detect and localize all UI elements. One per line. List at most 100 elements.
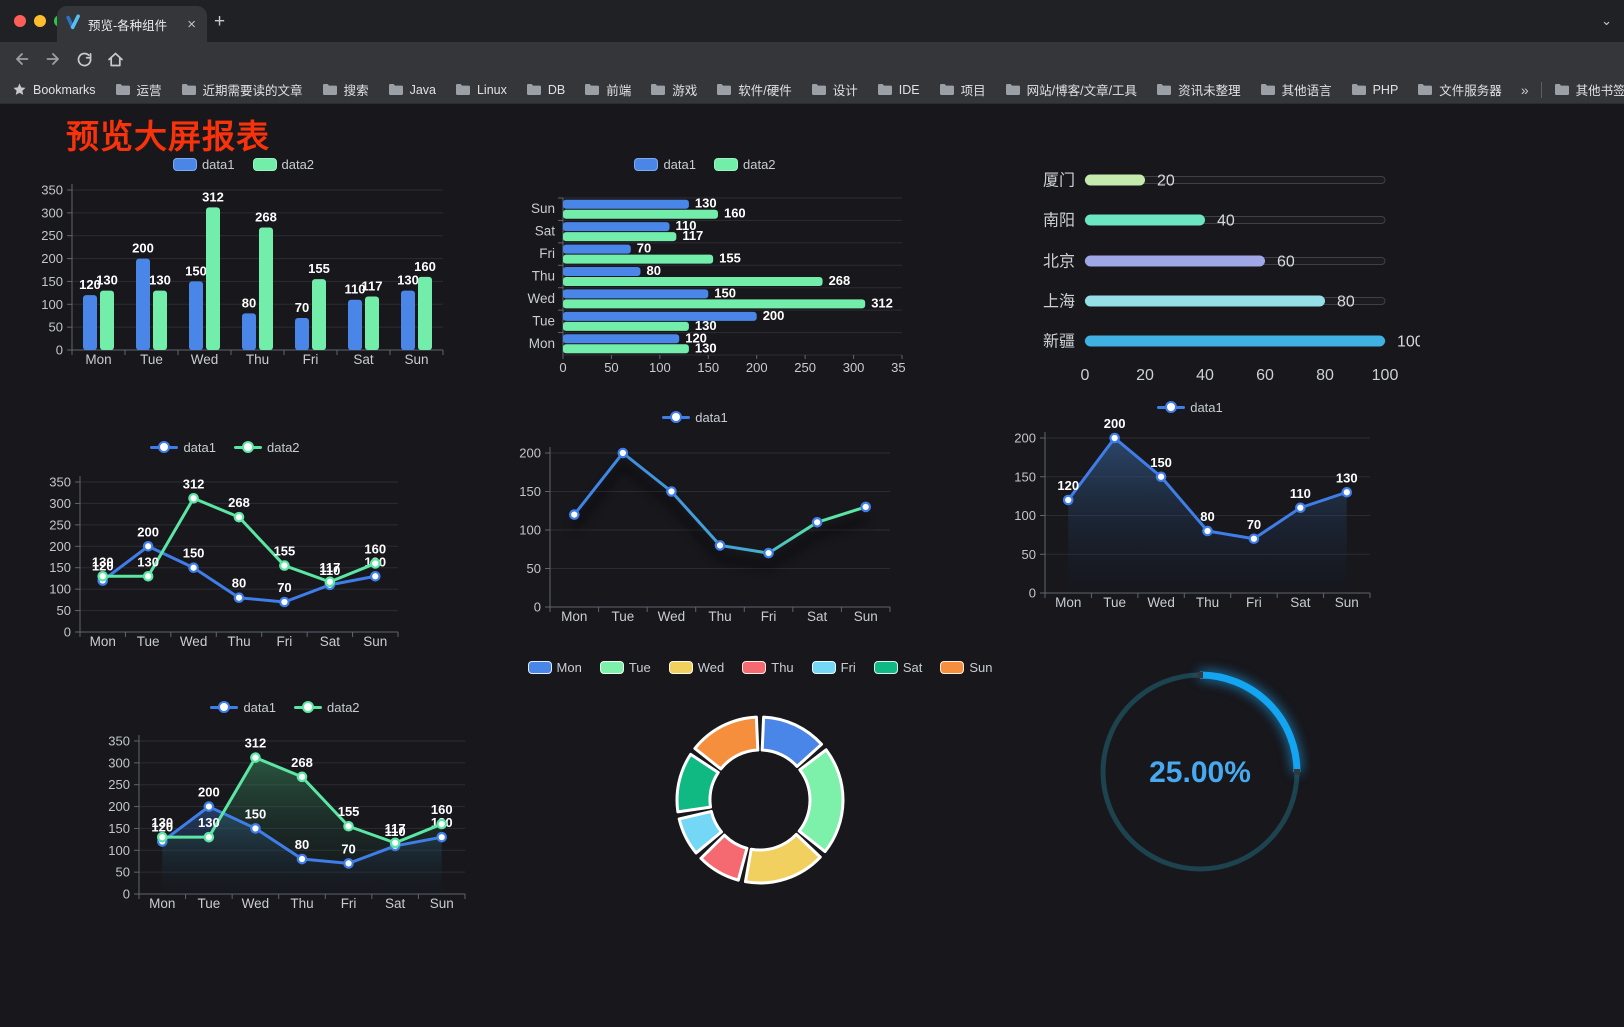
svg-text:155: 155 xyxy=(338,804,360,819)
browser-tab[interactable]: 预览-各种组件 × xyxy=(57,6,207,42)
legend-label: data1 xyxy=(695,409,728,425)
legend-item-data2[interactable]: data2 xyxy=(294,700,360,715)
svg-text:Tue: Tue xyxy=(1103,595,1126,610)
bookmark-folder-item[interactable]: Java xyxy=(388,83,436,97)
bookmark-folder-item[interactable]: 前端 xyxy=(584,80,631,99)
home-button[interactable] xyxy=(104,48,126,70)
legend-swatch xyxy=(150,441,179,454)
legend-item-data2[interactable]: data2 xyxy=(234,440,300,455)
legend-item-Fri[interactable]: Fri xyxy=(811,659,856,675)
svg-text:Sun: Sun xyxy=(531,201,555,216)
chart-line-two-series[interactable]: data1 data2 0 50 100 150 200 250 300 350 Mon Tue Wed… xyxy=(30,435,420,660)
svg-text:100: 100 xyxy=(1372,367,1399,384)
browser-toolbar: 127.0.0.1:3000/#/chart/preview/9 9 ⌘ xyxy=(0,42,1624,114)
tab-search-chevron-icon[interactable]: ⌄ xyxy=(1601,13,1612,28)
legend-item-Sat[interactable]: Sat xyxy=(873,660,922,675)
legend-item-Tue[interactable]: Tue xyxy=(599,659,651,675)
reload-button[interactable] xyxy=(73,48,95,70)
svg-text:250: 250 xyxy=(108,777,130,792)
svg-text:200: 200 xyxy=(1014,431,1036,446)
bookmark-folder-item[interactable]: 文件服务器 xyxy=(1417,80,1502,99)
svg-text:150: 150 xyxy=(714,285,736,300)
chart-weekday-donut[interactable]: Mon Tue Wed Thu Fri Sat Sun xyxy=(527,655,992,890)
legend-item-data1[interactable]: data1 xyxy=(150,440,216,455)
bookmark-folder-item[interactable]: 运营 xyxy=(115,80,162,99)
bookmark-folder-item[interactable]: DB xyxy=(526,83,565,97)
back-button[interactable] xyxy=(11,48,33,70)
bookmark-folder-label: Java xyxy=(409,82,436,97)
chart-legend: data1 data2 xyxy=(30,435,420,459)
bookmark-folder-item[interactable]: 其他语言 xyxy=(1260,80,1332,99)
svg-text:新疆: 新疆 xyxy=(1043,333,1075,351)
svg-text:200: 200 xyxy=(763,308,785,323)
svg-text:117: 117 xyxy=(385,821,406,836)
legend-label: Tue xyxy=(628,659,651,675)
svg-text:40: 40 xyxy=(1217,213,1235,230)
svg-text:300: 300 xyxy=(49,496,71,511)
svg-text:Fri: Fri xyxy=(539,246,555,261)
legend-label: Fri xyxy=(840,659,856,675)
bookmark-folder-label: 搜索 xyxy=(343,84,369,98)
legend-item-data1[interactable]: data1 xyxy=(662,410,728,425)
bookmark-folder-item[interactable]: IDE xyxy=(877,83,920,97)
svg-text:Mon: Mon xyxy=(149,896,175,911)
bookmark-folder-item[interactable]: 近期需要读的文章 xyxy=(181,80,303,99)
chart-line-area[interactable]: data1 0 50 100 150 200 Mon Tue Wed Thu Fri Sat Sun 12… xyxy=(1000,395,1380,615)
legend-item-data1[interactable]: data1 xyxy=(1157,400,1223,415)
svg-text:200: 200 xyxy=(137,524,159,539)
bookmarks-overflow-chevron[interactable]: » xyxy=(1520,81,1529,98)
legend-item-data1[interactable]: data1 xyxy=(634,157,696,172)
legend-item-Sun[interactable]: Sun xyxy=(940,660,992,675)
bookmark-folder-item[interactable]: Linux xyxy=(455,83,507,97)
bookmark-folder-item[interactable]: PHP xyxy=(1351,83,1398,97)
svg-text:117: 117 xyxy=(362,279,383,294)
chart-percent-gauge[interactable]: 25.00% xyxy=(1090,658,1310,886)
bookmark-folder-item[interactable]: 资讯未整理 xyxy=(1156,80,1241,99)
chart-grouped-bar[interactable]: data1 data2 0 50 100 150 200 250 300 350 Mon Tue Wed… xyxy=(36,152,451,377)
svg-text:Sun: Sun xyxy=(854,609,878,624)
legend-item-data2[interactable]: data2 xyxy=(714,157,776,172)
legend-item-data1[interactable]: data1 xyxy=(210,700,276,715)
legend-item-data1[interactable]: data1 xyxy=(172,157,235,172)
tab-close-icon[interactable]: × xyxy=(187,15,196,33)
page-content: 预览大屏报表 data1 data2 0 50 100 150 200 250 300 350 Mo… xyxy=(0,104,1624,1027)
other-bookmarks-item[interactable]: 其他书签 xyxy=(1554,80,1624,99)
svg-text:Sat: Sat xyxy=(353,352,374,367)
chart-line-gradient[interactable]: data1 0 50 100 150 200 Mon Tue Wed Thu Fri Sat Sun xyxy=(495,405,895,630)
bookmark-folder-item[interactable]: 搜索 xyxy=(322,80,369,99)
close-window-button[interactable] xyxy=(14,15,26,27)
svg-text:0: 0 xyxy=(534,600,541,615)
bookmark-folder-item[interactable]: 网站/博客/文章/工具 xyxy=(1005,80,1137,99)
chart-line-two-area[interactable]: data1 data2 0 50 100 150 200 250 300 350 Mon Tue Wed… xyxy=(95,695,475,920)
svg-text:120: 120 xyxy=(685,330,707,345)
svg-text:300: 300 xyxy=(41,205,63,220)
bookmark-folder-item[interactable]: 项目 xyxy=(939,80,986,99)
svg-text:Fri: Fri xyxy=(1246,595,1262,610)
bookmarks-manager-item[interactable]: Bookmarks xyxy=(12,82,96,97)
svg-text:110: 110 xyxy=(676,218,697,233)
bookmark-folder-item[interactable]: 设计 xyxy=(811,80,858,99)
legend-swatch xyxy=(811,660,836,674)
chart-grouped-bar-horizontal[interactable]: data1 data2 0 50 100 150 200 250 300 350 Sun 130 160… xyxy=(505,152,912,377)
svg-text:130: 130 xyxy=(397,273,419,288)
svg-text:268: 268 xyxy=(291,755,313,770)
legend-item-Mon[interactable]: Mon xyxy=(527,660,582,675)
svg-text:100: 100 xyxy=(1397,334,1420,351)
svg-text:上海: 上海 xyxy=(1043,293,1075,311)
legend-item-Thu[interactable]: Thu xyxy=(742,660,794,675)
svg-text:130: 130 xyxy=(695,340,717,355)
svg-text:Sun: Sun xyxy=(430,896,454,911)
new-tab-button[interactable]: + xyxy=(214,11,226,32)
minimize-window-button[interactable] xyxy=(34,15,46,27)
chart-city-progress[interactable]: 厦门 20 南阳 40 北京 60 上海 80 新疆 100 0 20 40 60 80 100 xyxy=(1040,160,1424,390)
svg-text:60: 60 xyxy=(1277,254,1295,271)
bookmark-folder-label: 其他语言 xyxy=(1281,84,1332,98)
legend-item-Wed[interactable]: Wed xyxy=(668,660,724,675)
legend-swatch xyxy=(742,660,767,674)
forward-button[interactable] xyxy=(42,48,64,70)
bookmark-folder-item[interactable]: 游戏 xyxy=(650,80,697,99)
svg-text:130: 130 xyxy=(198,815,220,830)
legend-item-data2[interactable]: data2 xyxy=(252,157,314,172)
bookmark-folder-item[interactable]: 软件/硬件 xyxy=(716,80,792,99)
